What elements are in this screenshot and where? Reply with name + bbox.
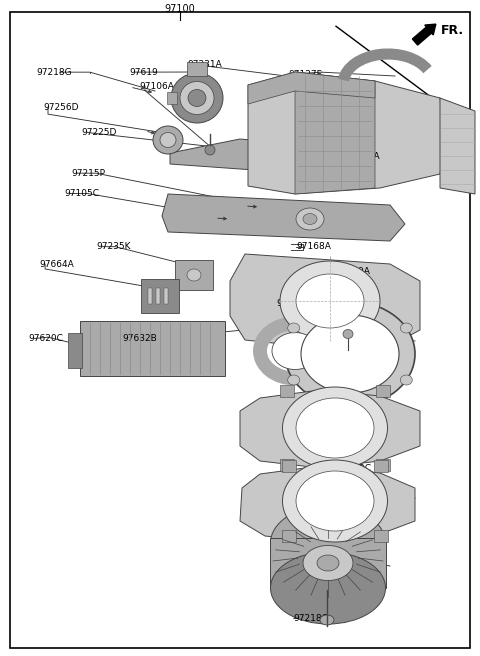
Ellipse shape bbox=[205, 145, 215, 155]
Ellipse shape bbox=[180, 81, 214, 115]
Bar bbox=[164, 288, 168, 304]
FancyBboxPatch shape bbox=[187, 62, 207, 76]
Ellipse shape bbox=[303, 213, 317, 224]
Ellipse shape bbox=[400, 375, 412, 385]
Bar bbox=[270, 538, 386, 588]
Ellipse shape bbox=[153, 126, 183, 154]
Text: 97116: 97116 bbox=[316, 554, 345, 564]
Text: 97664A: 97664A bbox=[39, 260, 74, 269]
Text: 97109C: 97109C bbox=[336, 464, 371, 473]
Ellipse shape bbox=[285, 302, 415, 407]
Ellipse shape bbox=[344, 297, 356, 307]
Ellipse shape bbox=[344, 401, 356, 411]
Text: 97109A: 97109A bbox=[335, 267, 370, 276]
FancyBboxPatch shape bbox=[280, 385, 294, 398]
FancyBboxPatch shape bbox=[141, 279, 179, 313]
Text: 97232A: 97232A bbox=[346, 152, 380, 161]
Bar bbox=[156, 288, 160, 304]
Text: 97168A: 97168A bbox=[296, 242, 331, 251]
FancyBboxPatch shape bbox=[80, 321, 225, 376]
Ellipse shape bbox=[296, 398, 374, 458]
Ellipse shape bbox=[283, 460, 387, 542]
FancyArrow shape bbox=[412, 24, 436, 45]
Text: 97619: 97619 bbox=[130, 68, 158, 77]
Text: FR.: FR. bbox=[441, 24, 464, 37]
Ellipse shape bbox=[171, 73, 223, 123]
Ellipse shape bbox=[317, 555, 339, 571]
FancyBboxPatch shape bbox=[376, 385, 390, 398]
Polygon shape bbox=[440, 98, 475, 194]
Ellipse shape bbox=[400, 323, 412, 333]
FancyBboxPatch shape bbox=[175, 260, 213, 290]
Ellipse shape bbox=[320, 615, 334, 625]
Polygon shape bbox=[240, 390, 420, 468]
Polygon shape bbox=[162, 194, 405, 241]
Text: 97105C: 97105C bbox=[64, 189, 99, 198]
Ellipse shape bbox=[343, 329, 353, 338]
Text: 97218G: 97218G bbox=[36, 68, 72, 77]
FancyBboxPatch shape bbox=[167, 92, 177, 104]
Text: 97632B: 97632B bbox=[122, 334, 157, 343]
Text: 97256D: 97256D bbox=[43, 103, 79, 112]
Polygon shape bbox=[170, 139, 355, 176]
Polygon shape bbox=[295, 72, 375, 194]
FancyBboxPatch shape bbox=[282, 460, 296, 472]
Text: 97235K: 97235K bbox=[96, 242, 131, 251]
Polygon shape bbox=[248, 72, 445, 194]
Ellipse shape bbox=[187, 269, 201, 281]
FancyBboxPatch shape bbox=[376, 459, 390, 471]
Ellipse shape bbox=[271, 552, 385, 624]
Ellipse shape bbox=[280, 261, 380, 341]
Text: 97218G: 97218G bbox=[276, 298, 312, 308]
Text: 97218G: 97218G bbox=[294, 614, 329, 623]
Polygon shape bbox=[248, 72, 375, 104]
FancyBboxPatch shape bbox=[374, 460, 388, 472]
Ellipse shape bbox=[160, 133, 176, 148]
Ellipse shape bbox=[288, 323, 300, 333]
Polygon shape bbox=[230, 254, 420, 348]
Ellipse shape bbox=[283, 387, 387, 469]
FancyBboxPatch shape bbox=[280, 459, 294, 471]
Ellipse shape bbox=[272, 333, 318, 369]
Text: 97127F: 97127F bbox=[288, 70, 322, 79]
Text: 97100: 97100 bbox=[165, 4, 195, 14]
Text: 97106A: 97106A bbox=[139, 82, 174, 91]
Text: 97231A: 97231A bbox=[187, 60, 222, 69]
FancyBboxPatch shape bbox=[374, 530, 388, 543]
Ellipse shape bbox=[288, 375, 300, 385]
FancyBboxPatch shape bbox=[282, 530, 296, 543]
Bar bbox=[148, 288, 152, 304]
Ellipse shape bbox=[188, 89, 206, 106]
Text: 97215P: 97215P bbox=[71, 169, 105, 178]
Ellipse shape bbox=[296, 208, 324, 230]
Ellipse shape bbox=[301, 315, 399, 393]
FancyBboxPatch shape bbox=[68, 333, 82, 368]
Ellipse shape bbox=[271, 506, 385, 581]
Ellipse shape bbox=[296, 274, 364, 328]
Ellipse shape bbox=[296, 471, 374, 531]
Polygon shape bbox=[240, 466, 415, 542]
Text: 97050C: 97050C bbox=[336, 401, 371, 411]
Ellipse shape bbox=[303, 546, 353, 581]
Text: 97111C: 97111C bbox=[319, 334, 354, 343]
Text: 97225D: 97225D bbox=[82, 128, 117, 137]
Text: 97620C: 97620C bbox=[29, 334, 64, 343]
